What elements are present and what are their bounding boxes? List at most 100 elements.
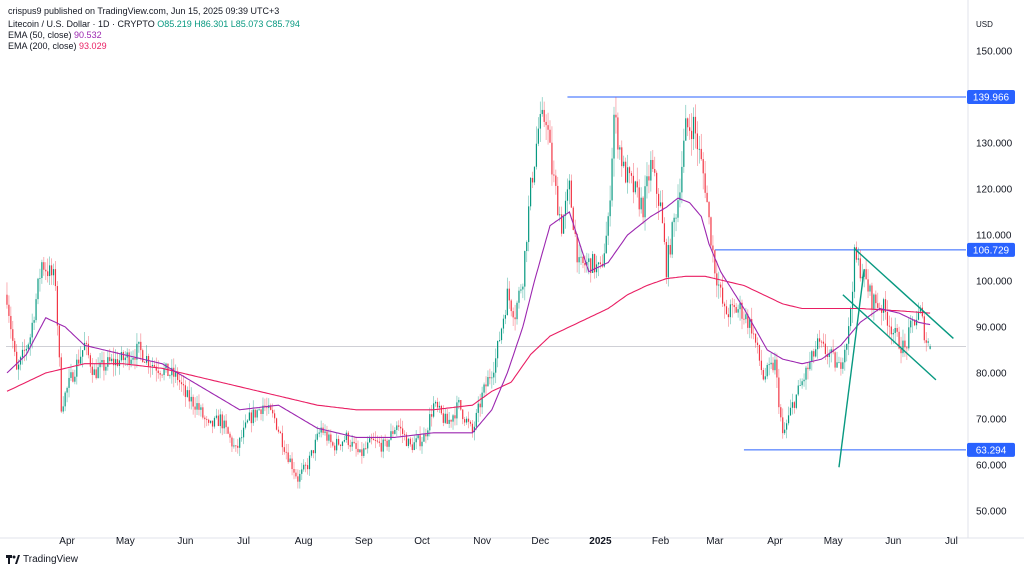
candle-body bbox=[803, 379, 805, 382]
candle-body bbox=[367, 442, 369, 449]
candle-body bbox=[609, 200, 611, 217]
candle-body bbox=[925, 340, 927, 343]
candle-body bbox=[543, 109, 545, 122]
candle-body bbox=[764, 376, 766, 380]
x-tick-label: May bbox=[116, 536, 135, 547]
candle-body bbox=[597, 262, 600, 265]
candle-body bbox=[516, 302, 518, 320]
candle-body bbox=[561, 214, 563, 234]
footer-brand: TradingView bbox=[23, 554, 79, 565]
candle-body bbox=[93, 369, 95, 375]
candle-body bbox=[12, 329, 14, 341]
candles bbox=[6, 97, 931, 489]
candle-body bbox=[192, 396, 194, 407]
candle-body bbox=[642, 197, 644, 218]
y-tick-label: 110.000 bbox=[976, 230, 1012, 241]
candle-body bbox=[487, 377, 489, 387]
candle-body bbox=[219, 414, 221, 427]
candle-body bbox=[518, 290, 520, 303]
candle-body bbox=[526, 242, 528, 252]
candle-body bbox=[533, 166, 536, 183]
x-tick-label: Aug bbox=[295, 536, 313, 547]
candle-body bbox=[211, 420, 214, 427]
candle-body bbox=[654, 168, 656, 173]
candle-body bbox=[107, 357, 109, 367]
candle-body bbox=[510, 300, 512, 312]
candle-body bbox=[809, 361, 811, 370]
candle-body bbox=[836, 362, 838, 368]
candle-body bbox=[784, 429, 786, 434]
candle-body bbox=[828, 352, 830, 358]
candle-body bbox=[704, 173, 706, 193]
candle-body bbox=[184, 385, 186, 397]
chart-legend: Litecoin / U.S. Dollar · 1D · CRYPTO O85… bbox=[8, 19, 300, 52]
candle-body bbox=[359, 449, 361, 453]
candle-body bbox=[310, 450, 313, 456]
candle-body bbox=[225, 420, 227, 428]
candle-body bbox=[330, 434, 332, 443]
candle-body bbox=[202, 407, 204, 418]
candle-body bbox=[60, 357, 62, 412]
candle-body bbox=[908, 327, 910, 349]
candle-body bbox=[464, 419, 466, 423]
candle-body bbox=[442, 413, 444, 423]
y-tick-label: 70.000 bbox=[976, 414, 1007, 425]
x-tick-label: Jul bbox=[945, 536, 958, 547]
candle-body bbox=[458, 399, 460, 403]
candle-body bbox=[343, 439, 346, 442]
candle-body bbox=[326, 431, 328, 441]
price-tag bbox=[967, 242, 1015, 257]
candle-body bbox=[111, 358, 113, 362]
candle-body bbox=[341, 441, 344, 446]
candle-body bbox=[776, 359, 778, 378]
ema50-value: 90.532 bbox=[74, 30, 102, 40]
candle-body bbox=[594, 254, 596, 273]
candle-body bbox=[132, 357, 134, 360]
candle-body bbox=[500, 328, 503, 341]
candle-body bbox=[256, 410, 258, 418]
x-tick-label: Nov bbox=[473, 536, 491, 547]
candle-body bbox=[873, 294, 875, 309]
x-tick-label: Mar bbox=[706, 536, 724, 547]
candle-body bbox=[539, 114, 541, 129]
candle-body bbox=[336, 438, 338, 451]
candle-body bbox=[498, 340, 501, 342]
candle-body bbox=[562, 215, 565, 234]
candle-body bbox=[190, 396, 192, 402]
candle-body bbox=[578, 257, 580, 263]
candle-body bbox=[466, 418, 468, 423]
candle-body bbox=[229, 433, 231, 438]
candle-body bbox=[305, 464, 307, 466]
candle-body bbox=[698, 148, 700, 150]
candle-body bbox=[173, 367, 175, 377]
candle-body bbox=[396, 425, 398, 430]
trendlines bbox=[838, 248, 954, 468]
candle-body bbox=[85, 342, 88, 344]
candle-body bbox=[363, 448, 365, 456]
candle-body bbox=[213, 417, 216, 427]
x-tick-label: 2025 bbox=[589, 536, 612, 547]
y-tick-label: 100.000 bbox=[976, 276, 1013, 287]
candle-body bbox=[130, 359, 132, 364]
candle-body bbox=[537, 128, 539, 144]
candle-body bbox=[332, 442, 334, 446]
candle-body bbox=[303, 464, 305, 470]
candle-body bbox=[47, 271, 49, 277]
candle-body bbox=[673, 217, 675, 223]
candle-body bbox=[361, 449, 363, 456]
candle-body bbox=[72, 372, 74, 382]
candle-body bbox=[334, 445, 336, 451]
candle-body bbox=[109, 357, 111, 362]
candle-body bbox=[586, 262, 588, 266]
candle-body bbox=[444, 413, 446, 423]
candle-body bbox=[50, 265, 53, 276]
candle-body bbox=[76, 359, 78, 377]
candle-body bbox=[274, 413, 276, 419]
candle-body bbox=[386, 440, 388, 447]
candle-body bbox=[564, 200, 567, 216]
candle-body bbox=[568, 180, 570, 190]
candle-body bbox=[553, 174, 555, 176]
candle-body bbox=[729, 304, 731, 318]
ema200-row: EMA (200, close) 93.029 bbox=[8, 41, 300, 52]
